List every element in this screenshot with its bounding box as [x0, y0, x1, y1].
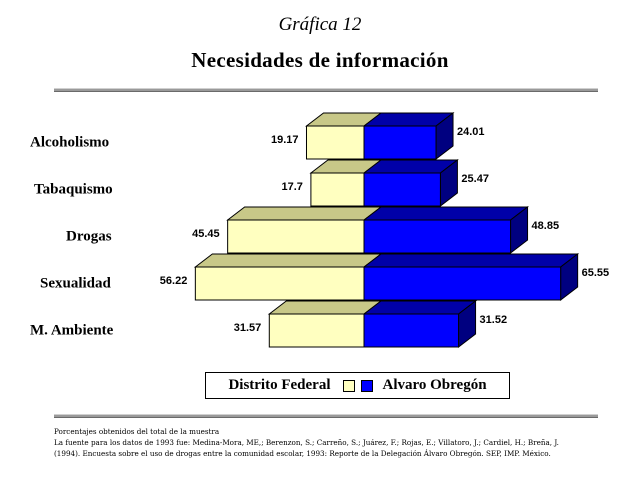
bar-df-drogas [227, 219, 365, 254]
value-label-df-m-ambiente: 31.57 [234, 322, 262, 334]
bar-top-df-sexualidad [193, 253, 383, 268]
footnote-line-3: (1994). Encuesta sobre el uso de drogas … [54, 449, 551, 458]
value-label-df-sexualidad: 56.22 [160, 275, 188, 287]
bar-top-ao-drogas [362, 206, 530, 221]
bar-df-m-ambiente [268, 313, 365, 348]
bar-top-ao-m-ambiente [362, 300, 478, 315]
category-label-drogas: Drogas [66, 228, 112, 244]
footnote-line-2: La fuente para los datos de 1993 fue: Me… [54, 438, 559, 447]
category-label-tabaquismo: Tabaquismo [34, 181, 113, 197]
bar-ao-alcoholismo [363, 125, 437, 160]
top-divider [54, 88, 598, 92]
bar-ao-m-ambiente [363, 313, 460, 348]
bar-top-df-drogas [226, 206, 383, 221]
bar-df-alcoholismo [305, 125, 365, 160]
value-label-ao-alcoholismo: 24.01 [457, 126, 485, 138]
bar-df-tabaquismo [310, 172, 365, 207]
graph-number: Gráfica 12 [278, 14, 362, 35]
category-label-sexualidad: Sexualidad [40, 275, 112, 291]
bottom-divider [54, 414, 598, 418]
footnote-line-1: Porcentajes obtenidos del total de la mu… [54, 427, 220, 436]
footnote: Porcentajes obtenidos del total de la mu… [54, 426, 614, 459]
category-label-alcoholismo: Alcoholismo [30, 134, 109, 150]
bar-df-sexualidad [194, 266, 365, 301]
chart-title: Necesidades de información [191, 48, 449, 72]
value-label-ao-sexualidad: 65.55 [582, 267, 610, 279]
value-label-df-alcoholismo: 19.17 [271, 134, 299, 146]
value-label-ao-drogas: 48.85 [532, 220, 560, 232]
value-label-ao-m-ambiente: 31.52 [480, 314, 508, 326]
legend-swatch-distrito-federal [342, 379, 355, 392]
bar-ao-drogas [363, 219, 512, 254]
value-label-ao-tabaquismo: 25.47 [461, 173, 489, 185]
bar-ao-tabaquismo [363, 172, 441, 207]
category-label-m-ambiente: M. Ambiente [30, 322, 114, 338]
legend-label-distrito-federal: Distrito Federal [228, 377, 331, 393]
bar-top-ao-sexualidad [362, 253, 580, 268]
value-label-df-tabaquismo: 17.7 [281, 181, 302, 193]
value-label-df-drogas: 45.45 [192, 228, 220, 240]
legend: Distrito Federal Alvaro Obregón [205, 372, 510, 399]
legend-swatch-alvaro-obregon [360, 379, 373, 392]
bar-top-df-m-ambiente [267, 300, 383, 315]
bar-ao-sexualidad [363, 266, 562, 301]
legend-label-alvaro-obregon: Alvaro Obregón [382, 377, 487, 393]
